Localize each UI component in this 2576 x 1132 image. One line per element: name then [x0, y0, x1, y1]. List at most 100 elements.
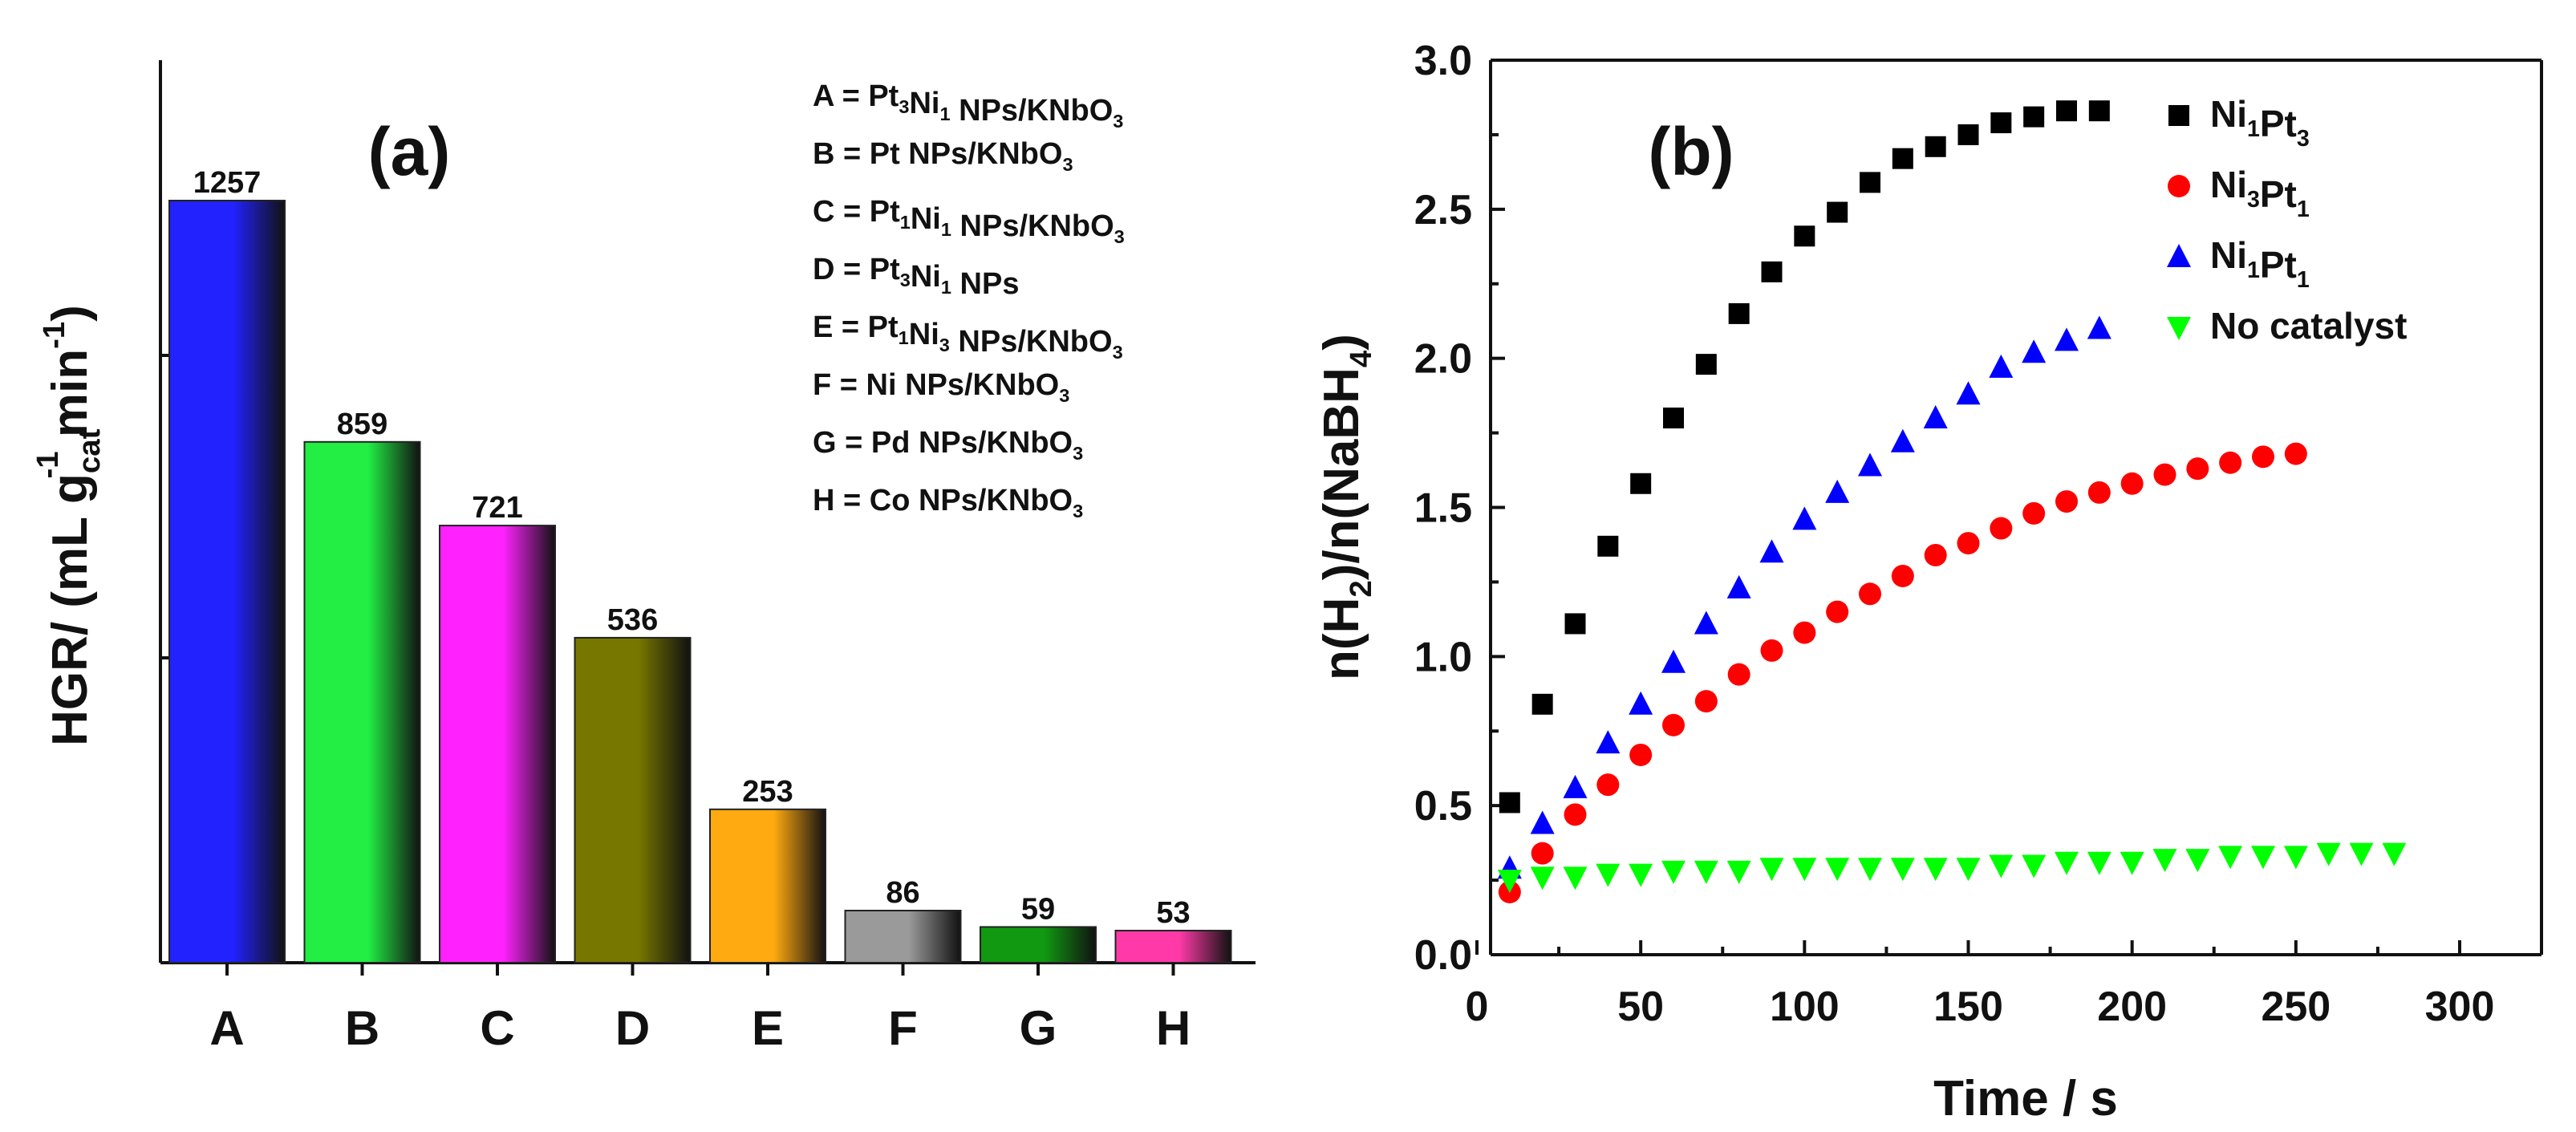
- scatter-x-tick-label: 100: [1770, 984, 1840, 1030]
- data-point-ni3pt1: [1531, 842, 1554, 865]
- data-point-ni1pt1: [1890, 428, 1915, 452]
- data-point-no-catalyst: [1923, 858, 1948, 882]
- data-point-ni1pt1: [1923, 405, 1948, 428]
- data-point-ni1pt3: [1564, 613, 1586, 635]
- legend: Ni1Pt3 Ni3Pt1 Ni1Pt1 No catalyst: [2167, 93, 2407, 347]
- data-point-ni1pt3: [1728, 302, 1750, 324]
- data-point-ni1pt3: [1531, 693, 1553, 715]
- data-point-ni3pt1: [2219, 451, 2242, 474]
- bar-category-label: G: [1020, 1001, 1057, 1055]
- data-point-no-catalyst: [1530, 866, 1555, 891]
- data-point-ni3pt1: [2087, 481, 2111, 504]
- scatter-x-tick-label: 250: [2261, 984, 2331, 1030]
- bar-C: [439, 525, 556, 964]
- data-point-ni1pt3: [1499, 792, 1520, 813]
- data-point-no-catalyst: [2087, 851, 2112, 875]
- data-point-ni3pt1: [2120, 472, 2144, 495]
- data-point-ni1pt1: [1956, 381, 1981, 405]
- legend-marker: [2167, 244, 2191, 267]
- bar-chart-panel-label: (a): [368, 114, 451, 189]
- data-point-ni3pt1: [1990, 517, 2013, 540]
- bar-D: [574, 636, 692, 964]
- data-point-ni3pt1: [1760, 639, 1783, 662]
- bar-category-label: E: [752, 1001, 784, 1055]
- data-point-ni1pt1: [1825, 479, 1850, 503]
- data-point-no-catalyst: [1661, 860, 1686, 884]
- data-point-no-catalyst: [2185, 849, 2210, 873]
- bar-value-label: 1257: [193, 166, 262, 200]
- data-point-ni3pt1: [1694, 690, 1718, 713]
- data-point-ni1pt1: [1661, 649, 1686, 673]
- scatter-y-tick-label: 1.0: [1414, 634, 1472, 680]
- bar-group: 1257 A 859 B 721 C 536 D 253 E 86 F 59 G 53 H: [168, 166, 1232, 1055]
- data-point-ni1pt1: [2087, 315, 2112, 339]
- data-point-no-catalyst: [1890, 858, 1915, 882]
- data-point-ni1pt1: [2055, 327, 2079, 351]
- data-point-no-catalyst: [1759, 858, 1784, 882]
- scatter-y-tick-label: 2.5: [1414, 187, 1472, 233]
- data-point-ni3pt1: [1662, 713, 1685, 736]
- data-point-ni1pt1: [1759, 539, 1784, 563]
- scatter-x-tick-label: 150: [1933, 984, 2003, 1030]
- data-point-no-catalyst: [1858, 858, 1882, 882]
- data-point-ni3pt1: [1596, 773, 1620, 797]
- data-point-ni3pt1: [1564, 803, 1587, 826]
- bar-H: [1114, 929, 1232, 964]
- data-point-no-catalyst: [2152, 849, 2177, 873]
- data-point-no-catalyst: [2349, 842, 2374, 866]
- bar-F: [844, 910, 962, 964]
- bar-A: [168, 200, 286, 964]
- bar-B: [303, 440, 421, 964]
- data-point-ni1pt3: [1761, 261, 1783, 282]
- bar-E: [709, 808, 826, 964]
- bar-category-label: D: [615, 1001, 650, 1055]
- scatter-y-tick-label: 1.5: [1414, 485, 1472, 532]
- bar-chart-panel: (a) HGR/ (mL gcat-1 min-1) 1257 A 859 B 721 C…: [30, 60, 1256, 1055]
- data-point-no-catalyst: [1956, 858, 1981, 882]
- scatter-y-tick-label: 0.5: [1414, 783, 1472, 830]
- data-point-no-catalyst: [1989, 854, 2014, 878]
- data-point-no-catalyst: [2283, 846, 2308, 870]
- data-point-ni1pt3: [1630, 473, 1652, 494]
- scatter-chart-ticks: 0 50 100 150 200 250 300 0.0 0.5 1.0 1.5 2.0 2.5 3.0: [1414, 38, 2495, 1030]
- bar-chart-y-axis-label: HGR/ (mL gcat-1 min-1): [30, 305, 107, 746]
- data-point-ni1pt1: [1858, 452, 1882, 477]
- data-point-ni1pt3: [1827, 201, 1848, 223]
- category-key-line: H = Co NPs/KNbO3: [813, 484, 1083, 521]
- legend-marker: [2168, 175, 2190, 197]
- scatter-y-tick-label: 3.0: [1414, 38, 1472, 84]
- scatter-y-tick-label: 0.0: [1414, 932, 1472, 979]
- data-point-no-catalyst: [2218, 846, 2243, 870]
- data-point-ni3pt1: [1629, 743, 1653, 766]
- data-point-ni3pt1: [2284, 442, 2307, 465]
- category-key: A = Pt3Ni1 NPs/KNbO3 B = Pt NPs/KNbO3 C = …: [813, 79, 1125, 521]
- data-point-ni1pt1: [1989, 354, 2014, 378]
- scatter-chart-x-axis-label: Time / s: [1933, 1071, 2118, 1126]
- data-point-ni1pt3: [1925, 136, 1946, 157]
- data-point-ni3pt1: [2252, 445, 2274, 469]
- data-point-no-catalyst: [1497, 870, 1522, 894]
- data-point-no-catalyst: [2055, 851, 2079, 875]
- data-point-ni3pt1: [1924, 543, 1947, 566]
- data-point-ni3pt1: [2022, 501, 2046, 525]
- data-point-no-catalyst: [1563, 866, 1588, 891]
- data-point-ni3pt1: [1793, 621, 1816, 644]
- data-point-no-catalyst: [2316, 842, 2341, 866]
- data-point-ni1pt3: [2056, 100, 2077, 122]
- bar-G: [980, 926, 1097, 964]
- data-point-ni1pt3: [1794, 225, 1815, 247]
- scatter-y-tick-label: 2.0: [1414, 336, 1472, 383]
- data-point-no-catalyst: [1596, 863, 1621, 887]
- bar-category-label: F: [888, 1001, 918, 1055]
- bar-category-label: A: [209, 1001, 244, 1055]
- data-point-ni1pt3: [1892, 148, 1913, 169]
- legend-label: Ni1Pt3: [2210, 93, 2310, 152]
- scatter-chart-panel-label: (b): [1648, 114, 1734, 189]
- scatter-chart-panel: 0 50 100 150 200 250 3000.00.51.01.52.02.53.0 …: [1314, 38, 2543, 1126]
- data-point-ni1pt3: [1597, 535, 1619, 557]
- data-point-ni1pt1: [1563, 774, 1588, 798]
- category-key-line: D = Pt3Ni1 NPs: [813, 253, 1019, 301]
- bar-value-label: 721: [472, 491, 522, 525]
- data-point-ni1pt1: [2022, 339, 2047, 363]
